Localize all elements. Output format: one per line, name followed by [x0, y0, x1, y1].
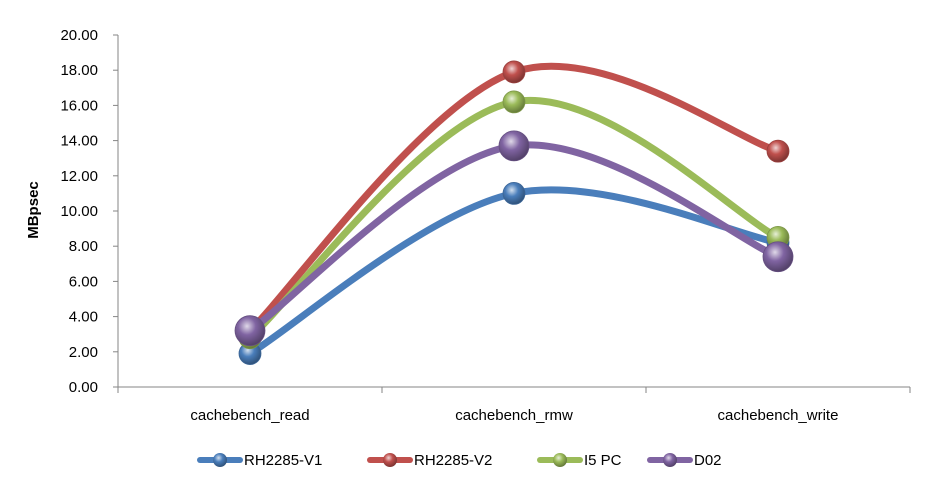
- legend-label: RH2285-V2: [414, 452, 492, 469]
- data-point-rh2285-v1: [502, 181, 526, 205]
- legend: RH2285-V1 RH2285-V2 I5 PC D02: [197, 452, 722, 469]
- data-point-rh2285-v2: [766, 139, 790, 163]
- legend-swatch-marker: [663, 453, 677, 467]
- y-tick-labels: 0.00 2.00 4.00 6.00 8.00 10.00 12.00 14.00 16.00…: [60, 27, 98, 396]
- legend-swatch-marker: [213, 453, 227, 467]
- x-tick-label: cachebench_write: [718, 407, 839, 424]
- x-tick-labels: cachebench_read cachebench_rmw cachebench_…: [190, 407, 838, 424]
- y-tick-label: 2.00: [69, 344, 98, 361]
- y-tick-label: 8.00: [69, 238, 98, 255]
- legend-label: RH2285-V1: [244, 452, 322, 469]
- y-tick-label: 12.00: [60, 168, 98, 185]
- y-tick-label: 4.00: [69, 309, 98, 326]
- y-axis-title: MBpsec: [25, 181, 42, 239]
- data-point-d02: [498, 130, 530, 162]
- data-point-i5-pc: [502, 90, 526, 114]
- legend-swatch-marker: [383, 453, 397, 467]
- series-points: [234, 60, 794, 365]
- y-tick-label: 14.00: [60, 133, 98, 150]
- axes: [113, 34, 911, 393]
- y-tick-label: 18.00: [60, 62, 98, 79]
- legend-item: RH2285-V2: [367, 452, 492, 469]
- x-tick-label: cachebench_rmw: [455, 407, 573, 424]
- data-point-rh2285-v2: [502, 60, 526, 84]
- legend-item: I5 PC: [537, 452, 622, 469]
- legend-item: RH2285-V1: [197, 452, 322, 469]
- y-tick-label: 10.00: [60, 203, 98, 220]
- y-tick-label: 20.00: [60, 27, 98, 44]
- y-tick-label: 6.00: [69, 273, 98, 290]
- legend-label: I5 PC: [584, 452, 622, 469]
- data-point-d02: [234, 315, 266, 347]
- data-point-d02: [762, 241, 794, 273]
- legend-swatch-marker: [553, 453, 567, 467]
- legend-label: D02: [694, 452, 722, 469]
- y-tick-label: 16.00: [60, 97, 98, 114]
- x-tick-label: cachebench_read: [190, 407, 309, 424]
- y-tick-label: 0.00: [69, 379, 98, 396]
- legend-item: D02: [647, 452, 722, 469]
